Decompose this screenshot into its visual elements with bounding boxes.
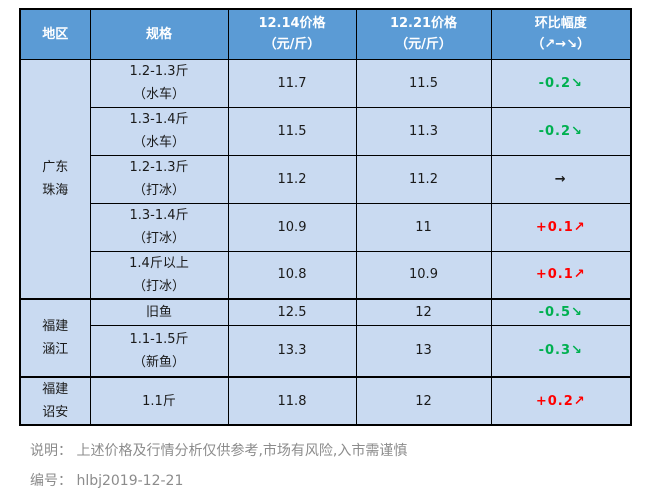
header-spec: 规格 [89, 8, 229, 60]
change-cell: +0.1↗ [490, 250, 632, 300]
region-line2: 诏安 [42, 405, 69, 420]
header-price-1221-title: 12.21价格 [389, 16, 458, 32]
table-row: 1.1-1.5斤 （新鱼） 13.3 13 -0.3↘ [20, 324, 632, 378]
spec-cell: 1.3-1.4斤 （水车） [89, 106, 229, 156]
header-change-title: 环比幅度 [534, 16, 587, 32]
spec-cell: 1.3-1.4斤 （打冰） [89, 202, 229, 252]
change-cell: -0.3↘ [490, 324, 632, 378]
header-region: 地区 [19, 8, 91, 60]
region-line1: 广东 [42, 159, 69, 175]
header-price-1214: 12.14价格 （元/斤） [227, 8, 357, 60]
table-header: 地区 规格 12.14价格 （元/斤） 12.21价格 （元/斤） 环比幅度 （… [19, 8, 632, 60]
region-line1: 福建 [42, 382, 69, 397]
footer: 说明： 上述价格及行情分析仅供参考,市场有风险,入市需谨慎 编号： hlbj20… [19, 442, 653, 490]
header-price-1221: 12.21价格 （元/斤） [355, 8, 492, 60]
header-change: 环比幅度 （↗→↘） [490, 8, 632, 60]
spec-cell: 1.1斤 [89, 376, 229, 426]
price-1214-cell: 11.7 [227, 58, 357, 108]
price-1214-cell: 12.5 [227, 298, 357, 326]
table-row: 福建 诏安 1.1斤 11.8 12 +0.2↗ [19, 376, 632, 426]
price-1221-cell: 10.9 [355, 250, 492, 300]
region-cell-guangdong-zhuhai: 广东 珠海 [19, 58, 91, 300]
table-row: 广东 珠海 1.2-1.3斤 （水车） 11.7 11.5 -0.2↘ [19, 58, 632, 300]
header-price-1214-title: 12.14价格 [258, 16, 326, 32]
header-spec-label: 规格 [145, 26, 172, 42]
footer-note-label: 说明： [30, 443, 72, 459]
table-row: 1.3-1.4斤 （水车） 11.5 11.3 -0.2↘ [20, 106, 632, 156]
price-1221-cell: 12 [355, 298, 492, 326]
footer-note-text: 上述价格及行情分析仅供参考,市场有风险,入市需谨慎 [76, 443, 408, 459]
price-1214-cell: 13.3 [227, 324, 357, 378]
change-cell: +0.1↗ [490, 202, 632, 252]
spec-cell: 1.4斤以上 （打冰） [89, 250, 229, 300]
table-row: 福建 涵江 旧鱼 12.5 12 -0.5↘ [19, 298, 632, 378]
price-1221-cell: 13 [355, 324, 492, 378]
price-1221-cell: 12 [355, 376, 492, 426]
price-1214-cell: 10.8 [227, 250, 357, 300]
price-1214-cell: 10.9 [227, 202, 357, 252]
footer-code-label: 编号： [30, 473, 72, 489]
spec-cell: 1.1-1.5斤 （新鱼） [89, 324, 229, 378]
header-row: 地区 规格 12.14价格 （元/斤） 12.21价格 （元/斤） 环比幅度 （… [19, 8, 632, 60]
price-1221-cell: 11.5 [355, 58, 492, 108]
price-1214-cell: 11.2 [227, 154, 357, 204]
spec-cell: 旧鱼 [89, 298, 229, 326]
table-body: 广东 珠海 1.2-1.3斤 （水车） 11.7 11.5 -0.2↘ 1.3-… [19, 58, 632, 426]
price-1221-cell: 11.2 [355, 154, 492, 204]
change-cell: → [490, 154, 632, 204]
region-line2: 珠海 [42, 182, 69, 198]
price-1221-cell: 11 [355, 202, 492, 252]
table-row: 1.4斤以上 （打冰） 10.8 10.9 +0.1↗ [20, 250, 632, 300]
spec-cell: 1.2-1.3斤 （打冰） [89, 154, 229, 204]
price-table: 地区 规格 12.14价格 （元/斤） 12.21价格 （元/斤） 环比幅度 （… [19, 8, 632, 426]
change-cell: -0.2↘ [490, 58, 632, 108]
price-1221-cell: 11.3 [355, 106, 492, 156]
footer-code-text: hlbj2019-12-21 [76, 473, 184, 489]
spec-cell: 1.2-1.3斤 （水车） [89, 58, 229, 108]
region-cell-fujian-zhaoan: 福建 诏安 [19, 376, 91, 426]
region-cell-fujian-hanjiang: 福建 涵江 [19, 298, 91, 378]
header-price-1214-unit: （元/斤） [263, 37, 321, 53]
table-row: 1.2-1.3斤 （打冰） 11.2 11.2 → [20, 154, 632, 204]
price-1214-cell: 11.5 [227, 106, 357, 156]
change-cell: -0.2↘ [490, 106, 632, 156]
footer-code: 编号： hlbj2019-12-21 [30, 472, 653, 490]
header-price-1221-unit: （元/斤） [395, 37, 452, 53]
change-cell: +0.2↗ [490, 376, 632, 426]
header-region-label: 地区 [42, 26, 69, 42]
footer-note: 说明： 上述价格及行情分析仅供参考,市场有风险,入市需谨慎 [30, 442, 653, 460]
price-1214-cell: 11.8 [227, 376, 357, 426]
change-cell: -0.5↘ [490, 298, 632, 326]
region-line1: 福建 [42, 319, 69, 334]
table-row: 1.3-1.4斤 （打冰） 10.9 11 +0.1↗ [20, 202, 632, 252]
header-change-arrows: （↗→↘） [531, 37, 591, 53]
region-line2: 涵江 [42, 342, 69, 357]
